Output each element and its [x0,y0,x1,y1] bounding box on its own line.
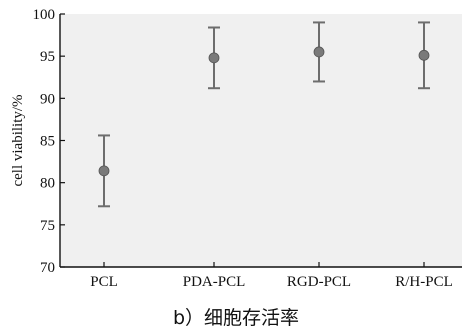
y-tick-label: 90 [40,91,55,107]
figure-caption: b）细胞存活率 [173,307,299,329]
data-point [208,52,220,64]
data-points [98,46,430,177]
y-tick-label: 85 [40,134,55,150]
y-axis-label: cell viability/% [10,94,26,186]
y-tick-label: 100 [33,7,56,23]
y-ticks: 70 75 80 85 90 95 100 [33,7,65,276]
plot-background [60,14,462,267]
y-tick-label: 80 [40,176,55,192]
y-tick-label: 70 [40,260,55,276]
x-ticks: PCL PDA-PCL RGD-PCL R/H-PCL [90,262,453,290]
data-point [98,165,110,177]
x-tick-label: RGD-PCL [287,274,351,290]
data-point [313,46,325,58]
x-tick-label: PDA-PCL [183,274,246,290]
x-tick-label: PCL [90,274,118,290]
data-point [418,49,430,61]
y-tick-label: 75 [40,218,55,234]
x-tick-label: R/H-PCL [395,274,453,290]
y-tick-label: 95 [40,49,55,65]
